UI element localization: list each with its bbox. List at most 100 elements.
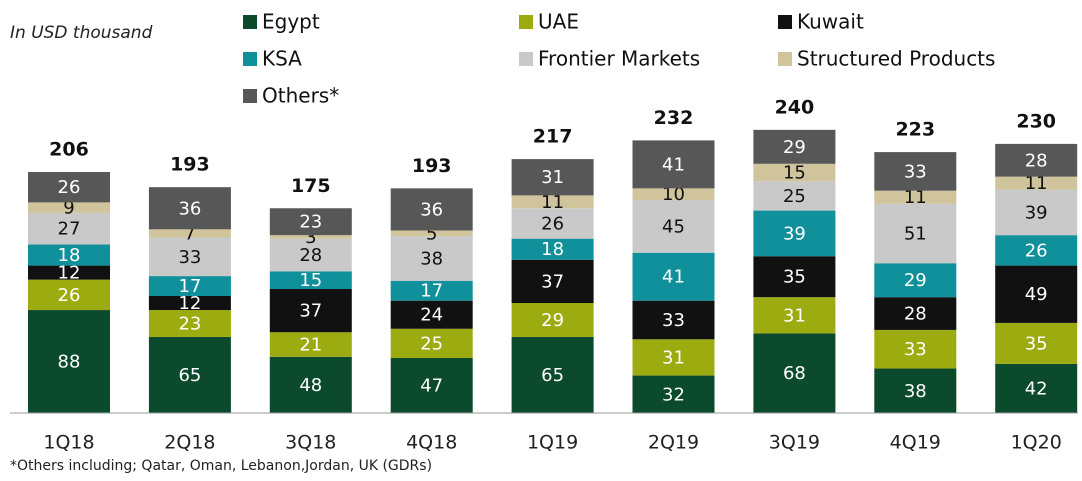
data-label: 47 (420, 376, 443, 397)
bar-segment (148, 336, 231, 413)
data-label: 29 (904, 270, 927, 291)
bar-segment (753, 181, 836, 211)
data-label: 7 (184, 223, 195, 244)
bar-segment (753, 210, 836, 257)
bar-segment (874, 297, 957, 330)
bar-segment (874, 152, 957, 191)
data-label: 5 (426, 223, 437, 244)
bar-segment (390, 328, 473, 359)
total-label: 193 (170, 154, 210, 176)
legend-label: Egypt (262, 10, 320, 34)
data-label: 18 (541, 239, 564, 260)
bar-segment (511, 259, 594, 304)
data-label: 18 (58, 245, 81, 266)
bar-segment (148, 310, 231, 337)
data-label: 11 (1025, 173, 1048, 194)
bar-segment (390, 188, 473, 231)
bar-segment (28, 310, 110, 413)
bar-segment (390, 236, 473, 281)
data-label: 26 (1025, 240, 1048, 261)
legend-label: Others* (262, 84, 339, 108)
bar-segment (995, 235, 1078, 266)
bar-segment (632, 252, 715, 301)
data-label: 33 (178, 247, 201, 268)
bar-segment (269, 271, 352, 289)
bar-segment (632, 300, 715, 340)
data-label: 65 (178, 365, 201, 386)
bar-segment (874, 190, 957, 204)
bar-segment (511, 238, 594, 260)
legend-label: KSA (262, 47, 302, 71)
bar-segment (995, 176, 1078, 190)
data-label: 36 (420, 199, 443, 220)
bar-segment (632, 339, 715, 376)
data-label: 37 (541, 271, 564, 292)
data-label: 45 (662, 216, 685, 237)
data-label: 26 (58, 177, 81, 198)
x-tick-label: 4Q18 (406, 432, 457, 454)
data-label: 29 (541, 310, 564, 331)
bar-segment (269, 238, 352, 272)
bar-segment (632, 140, 715, 189)
data-label: 33 (904, 339, 927, 360)
data-label: 31 (662, 347, 685, 368)
data-label: 9 (63, 198, 74, 219)
data-label: 15 (783, 163, 806, 184)
bar-segment (995, 143, 1078, 177)
data-label: 26 (541, 213, 564, 234)
bar-segment (148, 187, 231, 230)
data-label: 35 (783, 267, 806, 288)
x-tick-label: 2Q19 (648, 432, 699, 454)
total-label: 206 (49, 138, 89, 160)
data-label: 29 (783, 137, 806, 158)
bar-segment (753, 163, 836, 182)
bar-segment (148, 229, 231, 238)
bar-segment (511, 336, 594, 413)
x-tick-label: 3Q19 (769, 432, 820, 454)
data-label: 3 (305, 227, 316, 248)
data-label: 42 (1025, 378, 1048, 399)
total-label: 230 (1016, 110, 1056, 132)
total-label: 175 (291, 175, 331, 197)
total-label: 223 (895, 119, 935, 141)
data-label: 33 (904, 161, 927, 182)
data-label: 23 (178, 313, 201, 334)
legend-swatch (778, 52, 792, 66)
legend-swatch (519, 15, 533, 29)
data-label: 31 (541, 167, 564, 188)
data-label: 33 (662, 310, 685, 331)
data-label: 88 (58, 352, 81, 373)
data-label: 27 (58, 219, 81, 240)
data-label: 35 (1025, 333, 1048, 354)
data-label: 39 (1025, 202, 1048, 223)
bar-segment (632, 188, 715, 201)
bar-segment (874, 263, 957, 298)
data-label: 12 (58, 263, 81, 284)
x-tick-label: 4Q19 (890, 432, 941, 454)
legend-swatch (519, 52, 533, 66)
legend-label: Kuwait (797, 10, 864, 34)
bar-segment (874, 329, 957, 369)
data-label: 49 (1025, 284, 1048, 305)
data-label: 21 (299, 335, 322, 356)
bar-segment (148, 276, 231, 296)
bar-segment (269, 332, 352, 357)
bar-segment (511, 159, 594, 196)
subtitle: In USD thousand (10, 23, 153, 43)
bar-segment (28, 265, 110, 280)
bar-segment (874, 203, 957, 264)
bar-segment (995, 265, 1078, 323)
bar-segment (148, 296, 231, 311)
bar-segment (995, 363, 1078, 413)
bar-segment (511, 208, 594, 239)
bar-segment (28, 279, 110, 311)
data-label: 41 (662, 154, 685, 175)
data-label: 38 (420, 249, 443, 270)
data-label: 65 (541, 365, 564, 386)
data-label: 23 (299, 212, 322, 233)
bar-segment (28, 244, 110, 266)
bar-segment (511, 303, 594, 337)
data-label: 38 (904, 381, 927, 402)
data-label: 10 (662, 184, 685, 205)
